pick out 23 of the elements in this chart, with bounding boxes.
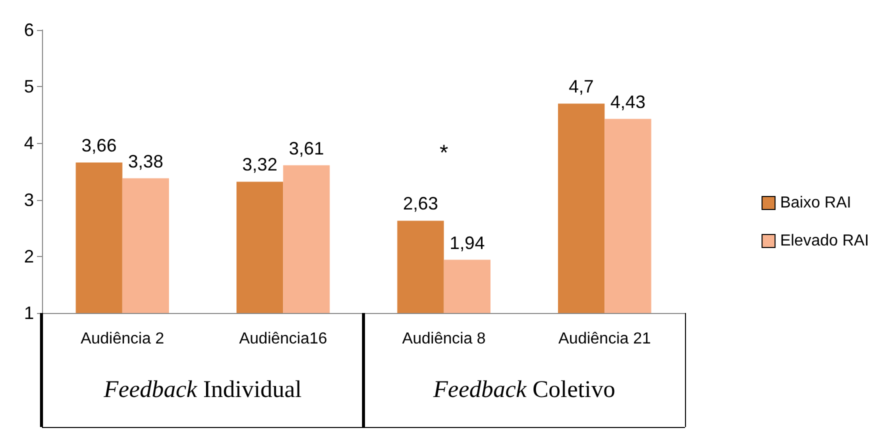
text: Feedback Individual — [102, 377, 303, 404]
y-tick-label: 5 — [24, 76, 34, 97]
data-label: 3,38 — [128, 151, 164, 172]
data-label: 2,63 — [403, 194, 438, 214]
x-tick-label: Audiência16 — [239, 330, 328, 348]
data-label: 4,7 — [568, 76, 594, 97]
y-tick-label: 3 — [24, 190, 34, 210]
legend-label: Elevado RAI — [780, 232, 869, 250]
annotation: * — [438, 140, 450, 166]
data-label: 4,43 — [610, 92, 646, 112]
x-tick-label: Audiência 21 — [558, 330, 651, 348]
data-label: 3,61 — [288, 138, 324, 158]
y-tick-label: 1 — [24, 303, 34, 323]
legend-label: Baixo RAI — [780, 194, 852, 212]
y-tick-label: 4 — [24, 133, 34, 154]
data-label: 1,94 — [450, 232, 485, 253]
data-label: 3,66 — [82, 135, 117, 156]
x-tick-label: Audiência 8 — [402, 330, 486, 348]
x-tick-label: Audiência 2 — [80, 330, 164, 348]
text: Feedback Coletivo — [432, 377, 616, 404]
y-tick-label: 2 — [24, 246, 34, 266]
data-label: 3,32 — [242, 154, 278, 175]
y-tick-label: 6 — [24, 20, 34, 40]
